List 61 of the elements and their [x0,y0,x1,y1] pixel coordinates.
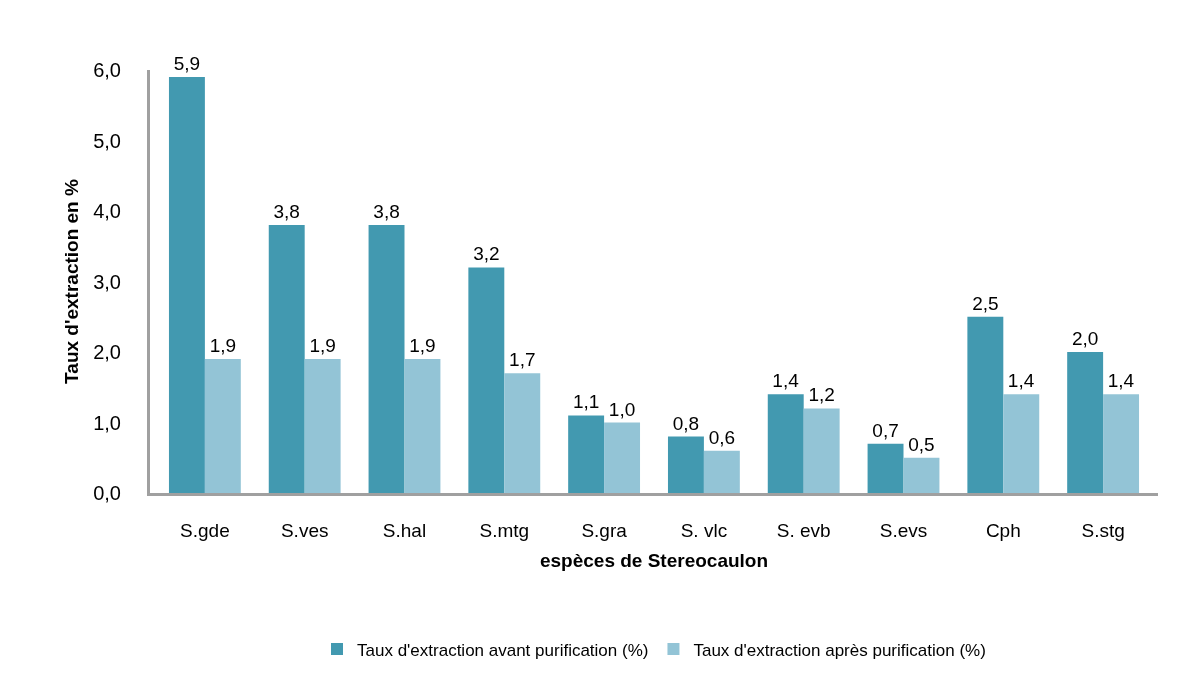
data-label: 5,9 [173,53,201,75]
y-tick-label: 1,0 [93,411,121,434]
bar [268,225,305,493]
data-label: 3,2 [473,243,500,265]
data-label: 0,7 [872,419,899,441]
data-label: 1,2 [808,384,835,406]
data-label: 2,0 [1071,328,1099,349]
x-tick-label: S.stg [1081,519,1125,541]
x-tick-label: S.evs [879,519,928,541]
y-tick-label: 5,0 [93,129,121,152]
x-tick-label: S. evb [776,519,831,541]
data-label: 2,5 [972,292,999,314]
bar [204,359,241,493]
bar [604,422,641,493]
bar [903,457,940,493]
bar [867,443,904,493]
data-label: 1,9 [209,335,237,357]
bar [967,316,1004,493]
legend-label: Taux d'extraction après purification (%) [693,640,986,660]
bar [1067,352,1104,493]
y-tick-label: 2,0 [93,341,121,363]
x-tick-label: S.hal [382,519,427,541]
bar [703,450,740,493]
bar [504,373,541,493]
data-label: 0,6 [708,426,736,448]
bar [803,408,840,493]
data-label: 1,9 [409,335,436,357]
y-tick-label: 3,0 [93,270,121,293]
bar [168,77,205,493]
legend-label: Taux d'extraction avant purification (%) [357,640,649,660]
bar [1003,394,1040,493]
y-tick-label: 4,0 [93,200,121,222]
data-label: 0,5 [908,433,935,455]
data-label: 3,8 [373,201,400,223]
bar [304,359,341,493]
x-tick-label: Cph [985,519,1021,541]
data-label: 1,4 [1007,370,1035,392]
data-label: 1,7 [509,349,536,371]
x-tick-label: S.mtg [479,519,530,541]
y-tick-label: 6,0 [93,59,121,81]
y-tick-label: 0,0 [93,482,121,504]
bar [468,267,505,493]
data-label: 1,0 [608,398,636,420]
x-tick-label: S.gde [180,519,230,541]
y-axis-title: Taux d'extraction en % [61,179,83,384]
data-label: 3,8 [273,201,300,223]
x-tick-label: S.gra [581,519,628,541]
bar [368,225,405,493]
bar [568,415,605,493]
bar [1103,394,1140,493]
bar [767,394,804,493]
data-label: 0,8 [672,412,700,434]
x-tick-label: S.ves [280,519,329,541]
data-label: 1,4 [1107,370,1135,392]
x-axis-title: espèces de Stereocaulon [539,549,769,571]
bar [667,436,704,493]
x-tick-label: S. vlc [680,519,728,541]
data-label: 1,4 [772,370,800,392]
data-label: 1,9 [309,335,336,357]
data-label: 1,1 [572,391,600,413]
bar [404,359,441,493]
